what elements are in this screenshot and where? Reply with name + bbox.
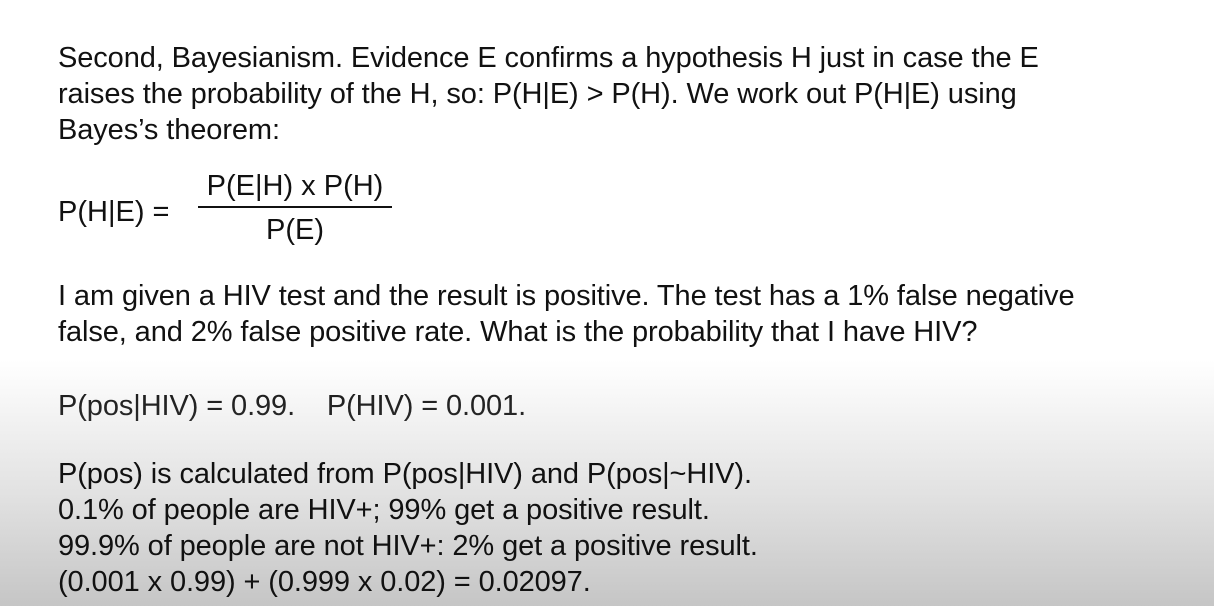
bayes-formula: P(H|E) = P(E|H) x P(H) P(E) bbox=[58, 168, 458, 250]
intro-line-1: Second, Bayesianism. Evidence E confirms… bbox=[58, 42, 1039, 74]
givens-line: P(pos|HIV) = 0.99. P(HIV) = 0.001. bbox=[58, 390, 527, 422]
problem-line-2: false, and 2% false positive rate. What … bbox=[58, 316, 978, 348]
formula-denominator: P(E) bbox=[266, 214, 324, 246]
formula-lhs: P(H|E) = bbox=[58, 196, 170, 228]
fraction-bar bbox=[198, 206, 392, 208]
formula-fraction: P(E|H) x P(H) P(E) bbox=[198, 168, 392, 248]
calc-line-4: (0.001 x 0.99) + (0.999 x 0.02) = 0.0209… bbox=[58, 566, 591, 598]
formula-numerator: P(E|H) x P(H) bbox=[206, 170, 384, 202]
calc-line-2: 0.1% of people are HIV+; 99% get a posit… bbox=[58, 494, 710, 526]
calc-line-3: 99.9% of people are not HIV+: 2% get a p… bbox=[58, 530, 758, 562]
problem-line-1: I am given a HIV test and the result is … bbox=[58, 280, 1075, 312]
intro-line-3: Bayes’s theorem: bbox=[58, 114, 280, 146]
calc-line-1: P(pos) is calculated from P(pos|HIV) and… bbox=[58, 458, 752, 490]
intro-line-2: raises the probability of the H, so: P(H… bbox=[58, 78, 1017, 110]
